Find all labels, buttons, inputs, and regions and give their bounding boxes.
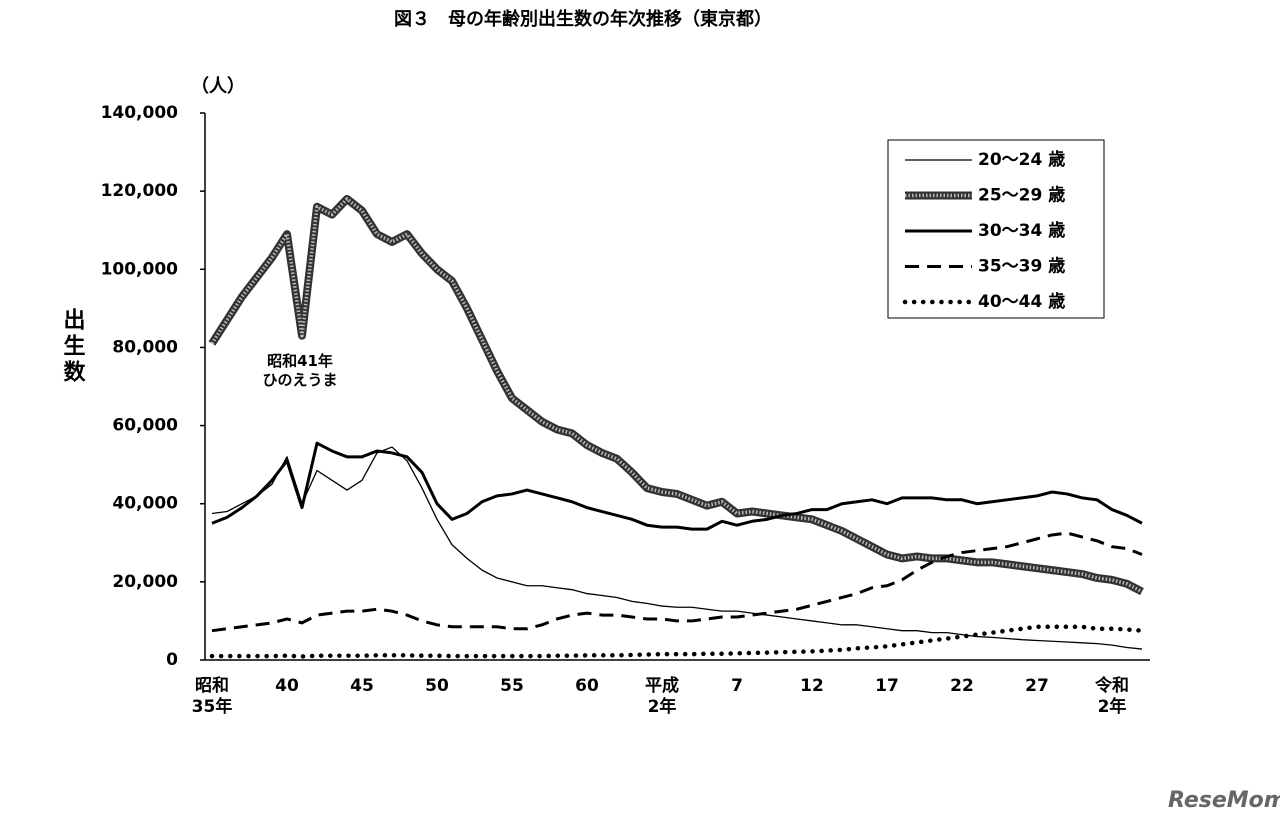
x-tick-label: 昭和 35年 [191,676,233,718]
x-tick-label: 45 [350,676,374,696]
y-tick-label: 20,000 [112,572,178,592]
legend-label: 25～29 歳 [978,185,1065,206]
y-tick-label: 100,000 [101,259,179,279]
y-unit: （人） [191,76,245,97]
x-tick-label: 12 [800,676,824,696]
watermark: ReseMom [1168,788,1280,813]
x-tick-label: 40 [275,676,299,696]
legend-label: 30～34 歳 [978,220,1065,241]
y-tick-label: 60,000 [112,416,178,436]
y-tick-label: 140,000 [101,103,179,123]
x-tick-label: 50 [425,676,449,696]
series-line [211,531,1143,633]
legend-box [887,139,1105,319]
x-tick-label: 7 [731,676,743,696]
y-tick-label: 80,000 [112,337,178,357]
y-tick-label: 0 [166,650,178,670]
series-line [211,441,1143,531]
x-tick-label: 令和 2年 [1095,676,1129,718]
legend-label: 35～39 歳 [978,256,1065,277]
x-tick-label: 27 [1025,676,1049,696]
y-axis-label: 出生数 [59,308,85,386]
x-tick-label: 55 [500,676,524,696]
series-line [208,194,1144,596]
legend-label: 40～44 歳 [978,291,1065,312]
x-tick-label: 22 [950,676,974,696]
x-tick-label: 17 [875,676,899,696]
series-line [211,446,1143,650]
x-tick-label: 平成 2年 [645,676,679,718]
x-tick-label: 60 [575,676,599,696]
series-line [209,624,1145,659]
y-tick-label: 120,000 [101,181,179,201]
legend-label: 20～24 歳 [978,149,1065,170]
y-tick-label: 40,000 [112,494,178,514]
chart-title: 図３ 母の年齢別出生数の年次推移（東京都） [394,8,772,30]
annotation: 昭和41年 ひのえうま [262,352,338,389]
